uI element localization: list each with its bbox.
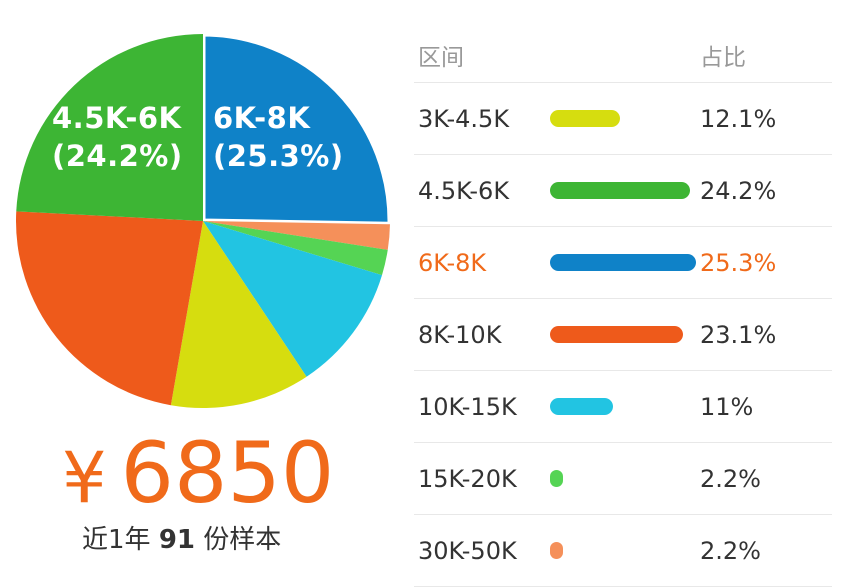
- pie-slice-15k-20k[interactable]: [203, 221, 388, 276]
- pie-label-range: 6K-8K: [213, 101, 311, 135]
- row-range-label: 15K-20K: [418, 465, 517, 493]
- pie-slice-30k-50k[interactable]: [203, 221, 390, 250]
- row-range-label: 10K-15K: [418, 393, 517, 421]
- header-range: 区间: [418, 45, 464, 71]
- pie-label-4-5k-6k: 4.5K-6K (24.2%): [52, 99, 183, 175]
- salary-pie-chart: 4.5K-6K (24.2%) 6K-8K (25.3%): [0, 0, 400, 420]
- row-pct-label: 11%: [700, 393, 754, 421]
- row-bar: [550, 542, 563, 559]
- row-pct-label: 25.3%: [700, 249, 777, 277]
- sample-prefix: 近1年: [82, 525, 151, 555]
- currency-symbol: ¥: [62, 437, 107, 519]
- pie-slice-3k-4-5k[interactable]: [170, 221, 307, 408]
- salary-value: 6850: [120, 424, 335, 522]
- row-bar: [550, 110, 620, 127]
- sample-count: 91: [158, 525, 195, 555]
- row-range-label: 30K-50K: [418, 537, 517, 565]
- header-pct: 占比: [700, 45, 746, 71]
- sample-info: 近1年 91 份样本: [82, 519, 281, 556]
- table-row[interactable]: 6K-8K 25.3%: [414, 227, 832, 299]
- table-row[interactable]: 10K-15K 11%: [414, 371, 832, 443]
- row-bar: [550, 326, 684, 343]
- row-bar: [550, 470, 563, 487]
- row-pct-label: 23.1%: [700, 321, 777, 349]
- table-row[interactable]: 8K-10K 23.1%: [414, 299, 832, 371]
- pie-slice-8k-10k[interactable]: [15, 211, 203, 406]
- pie-label-pct: (24.2%): [52, 139, 183, 173]
- table-row[interactable]: 3K-4.5K 12.1%: [414, 83, 832, 155]
- row-pct-label: 12.1%: [700, 105, 777, 133]
- table-row[interactable]: 15K-20K 2.2%: [414, 443, 832, 515]
- row-range-label: 6K-8K: [418, 249, 487, 277]
- table-rows: 3K-4.5K 12.1% 4.5K-6K 24.2% 6K-8K 25.3% 8K-10K…: [414, 83, 832, 587]
- row-range-label: 8K-10K: [418, 321, 502, 349]
- salary-distribution-table: 区间 占比 3K-4.5K 12.1% 4.5K-6K 24.2% 6K-8K 25.3%…: [414, 24, 832, 587]
- pie-slice-4-5k-6k[interactable]: [16, 34, 204, 221]
- table-header: 区间 占比: [414, 24, 832, 83]
- row-bar: [550, 182, 690, 199]
- pie-label-pct: (25.3%): [213, 139, 344, 173]
- pie-label-6k-8k: 6K-8K (25.3%): [213, 99, 344, 175]
- sample-suffix: 份样本: [203, 525, 282, 555]
- pie-label-range: 4.5K-6K: [52, 101, 182, 135]
- table-row[interactable]: 4.5K-6K 24.2%: [414, 155, 832, 227]
- row-bar: [550, 254, 696, 271]
- row-range-label: 3K-4.5K: [418, 105, 510, 133]
- pie-svg: [15, 31, 393, 408]
- table-row[interactable]: 30K-50K 2.2%: [414, 515, 832, 587]
- pie-slice-6k-8k[interactable]: [200, 31, 393, 227]
- row-range-label: 4.5K-6K: [418, 177, 510, 205]
- average-salary: ¥6850: [62, 428, 362, 523]
- pie-slice-10k-15k[interactable]: [203, 221, 383, 377]
- row-pct-label: 2.2%: [700, 465, 761, 493]
- row-pct-label: 2.2%: [700, 537, 761, 565]
- row-bar: [550, 398, 614, 415]
- row-pct-label: 24.2%: [700, 177, 777, 205]
